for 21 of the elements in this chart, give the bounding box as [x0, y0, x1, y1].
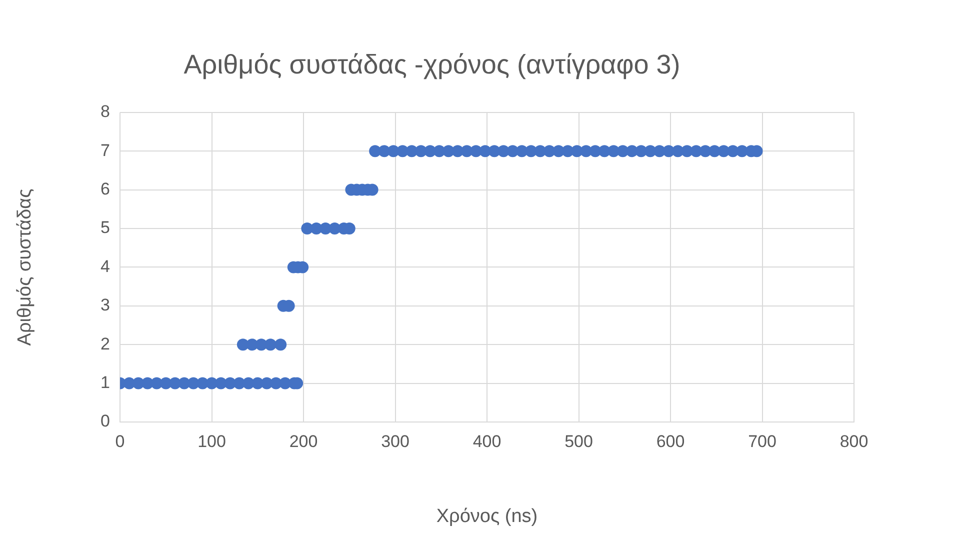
- chart-title: Αριθμός συστάδας -χρόνος (αντίγραφο 3): [184, 50, 680, 80]
- x-tick-label: 0: [115, 432, 125, 451]
- y-tick-label: 6: [100, 179, 110, 198]
- y-tick-label: 3: [100, 296, 110, 315]
- x-axis-title: Χρόνος (ns): [436, 506, 538, 527]
- y-tick-label: 4: [100, 256, 110, 276]
- y-tick-label: 0: [100, 412, 110, 431]
- x-tick-label: 500: [564, 432, 593, 451]
- x-tick-label: 200: [289, 432, 318, 451]
- x-tick-label: 800: [840, 432, 868, 451]
- x-tick-label: 600: [656, 432, 685, 451]
- x-tick-label: 300: [381, 432, 410, 451]
- x-tick-label: 700: [748, 432, 776, 451]
- y-tick-label: 5: [100, 218, 110, 238]
- y-tick-label: 8: [100, 102, 110, 122]
- y-tick-label: 1: [100, 372, 110, 392]
- y-tick-label: 2: [100, 334, 110, 354]
- y-tick-label: 7: [100, 140, 110, 160]
- x-tick-label: 400: [472, 432, 502, 451]
- y-axis-title: Αριθμός συστάδας: [14, 188, 36, 346]
- x-tick-label: 100: [198, 432, 226, 451]
